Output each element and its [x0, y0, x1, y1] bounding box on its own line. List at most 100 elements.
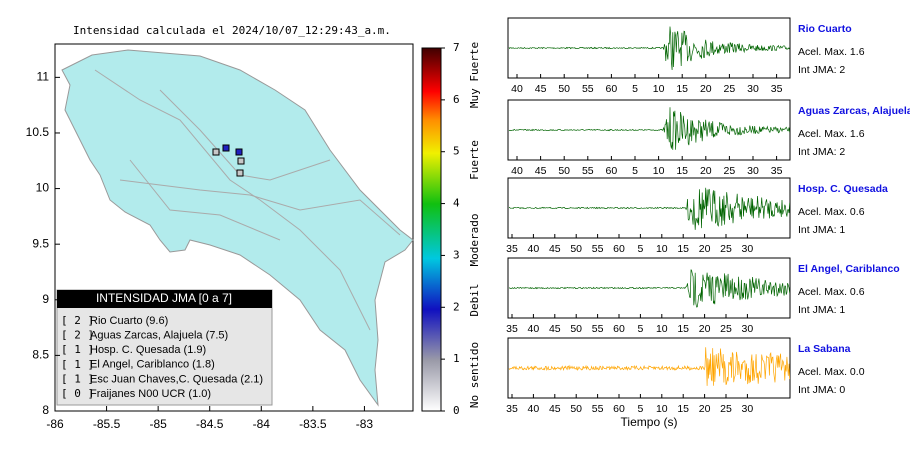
- colorbar-tick-label: 4: [453, 197, 460, 210]
- time-tick-label: 35: [506, 403, 518, 415]
- station-markers: [212, 144, 245, 177]
- y-tick-label: 8: [42, 403, 49, 417]
- intensity-level-label: Fuerte: [468, 140, 481, 180]
- max-acceleration: Acel. Max. 1.6: [798, 46, 865, 58]
- x-axis-label: Tiempo (s): [621, 415, 678, 429]
- time-tick-label: 45: [535, 83, 547, 95]
- colorbar-tick-label: 0: [453, 404, 460, 417]
- time-tick-label: 25: [720, 323, 732, 335]
- colorbar-tick-label: 1: [453, 352, 460, 365]
- x-tick-label: -85: [149, 417, 167, 431]
- y-tick-label: 8.5: [32, 348, 49, 362]
- time-tick-label: 10: [653, 165, 665, 177]
- time-tick-label: 35: [771, 165, 783, 177]
- max-acceleration: Acel. Max. 0.0: [798, 366, 865, 378]
- colorbar-tick-label: 5: [453, 145, 460, 158]
- time-tick-label: 10: [656, 243, 668, 255]
- time-tick-label: 35: [771, 83, 783, 95]
- time-tick-label: 5: [637, 243, 643, 255]
- time-tick-label: 60: [613, 243, 625, 255]
- time-tick-label: 50: [570, 243, 582, 255]
- time-tick-label: 20: [700, 83, 712, 95]
- station-name: La Sabana: [798, 343, 851, 355]
- y-tick-label: 9: [42, 292, 49, 306]
- time-tick-label: 15: [676, 83, 688, 95]
- station-name: Aguas Zarcas, Alajuela: [798, 105, 910, 117]
- time-tick-label: 55: [582, 165, 594, 177]
- time-tick-label: 35: [506, 323, 518, 335]
- time-tick-label: 15: [677, 243, 689, 255]
- time-tick-label: 20: [699, 323, 711, 335]
- time-tick-label: 55: [592, 403, 604, 415]
- time-tick-label: 20: [700, 165, 712, 177]
- time-tick-label: 15: [677, 323, 689, 335]
- waveform: [508, 107, 791, 150]
- time-tick-label: 20: [699, 243, 711, 255]
- time-tick-label: 60: [606, 83, 618, 95]
- x-tick-label: -83: [356, 417, 374, 431]
- legend-title-bar: [57, 290, 272, 308]
- time-tick-label: 25: [724, 83, 736, 95]
- legend-box: [56, 289, 273, 406]
- time-tick-label: 30: [742, 323, 754, 335]
- jma-intensity: Int JMA: 0: [798, 384, 845, 396]
- time-tick-label: 50: [558, 83, 570, 95]
- y-tick-label: 11: [37, 70, 50, 84]
- colorbar-tick-label: 3: [453, 248, 460, 261]
- x-tick-label: -84.5: [196, 417, 224, 431]
- time-tick-label: 40: [528, 323, 540, 335]
- jma-intensity: Int JMA: 2: [798, 64, 845, 76]
- max-acceleration: Acel. Max. 0.6: [798, 286, 865, 298]
- time-tick-label: 45: [549, 323, 561, 335]
- legend-station: El Angel, Cariblanco (1.8): [90, 359, 215, 371]
- intensity-level-label: No sentido: [468, 342, 481, 408]
- jma-intensity: Int JMA: 1: [798, 224, 845, 236]
- legend-station: Aguas Zarcas, Alajuela (7.5): [90, 330, 228, 342]
- time-tick-label: 30: [747, 83, 759, 95]
- time-tick-label: 25: [720, 403, 732, 415]
- y-tick-label: 10: [36, 181, 50, 195]
- time-tick-label: 10: [653, 83, 665, 95]
- time-tick-label: 15: [677, 403, 689, 415]
- time-tick-label: 5: [632, 165, 638, 177]
- time-tick-label: 60: [613, 403, 625, 415]
- waveform: [508, 269, 791, 308]
- time-tick-label: 5: [632, 83, 638, 95]
- intensity-level-label: Muy Fuerte: [468, 42, 481, 108]
- time-tick-label: 20: [699, 403, 711, 415]
- time-tick-label: 40: [528, 403, 540, 415]
- legend-intensity: [ 1 ]: [61, 343, 94, 356]
- time-tick-label: 10: [656, 323, 668, 335]
- legend-title: INTENSIDAD JMA [0 a 7]: [96, 291, 232, 305]
- max-acceleration: Acel. Max. 1.6: [798, 128, 865, 140]
- x-tick-label: -84: [253, 417, 271, 431]
- waveform: [509, 187, 791, 230]
- jma-intensity: Int JMA: 2: [798, 146, 845, 158]
- time-tick-label: 10: [656, 403, 668, 415]
- time-tick-label: 55: [592, 323, 604, 335]
- legend-station: Hosp. C. Quesada (1.9): [90, 344, 206, 356]
- time-tick-label: 30: [747, 165, 759, 177]
- legend-intensity: [ 0 ]: [61, 387, 94, 400]
- time-tick-label: 30: [742, 403, 754, 415]
- time-tick-label: 60: [606, 165, 618, 177]
- station-name: Rio Cuarto: [798, 23, 852, 35]
- legend-intensity: [ 2 ]: [61, 314, 94, 327]
- time-tick-label: 60: [613, 323, 625, 335]
- time-tick-label: 45: [535, 165, 547, 177]
- legend-station: Fraijanes N00 UCR (1.0): [90, 388, 211, 400]
- x-tick-label: -86: [46, 417, 64, 431]
- legend-station: Rio Cuarto (9.6): [90, 315, 168, 327]
- colorbar-tick-label: 7: [453, 41, 460, 54]
- time-tick-label: 25: [720, 243, 732, 255]
- legend-station: Esc Juan Chaves,C. Quesada (2.1): [90, 373, 263, 385]
- time-tick-label: 55: [592, 243, 604, 255]
- time-tick-label: 40: [511, 83, 523, 95]
- time-tick-label: 40: [528, 243, 540, 255]
- y-tick-label: 10.5: [26, 125, 50, 139]
- intensity-level-label: Debil: [468, 283, 481, 316]
- time-tick-label: 50: [570, 403, 582, 415]
- time-tick-label: 25: [724, 165, 736, 177]
- max-acceleration: Acel. Max. 0.6: [798, 206, 865, 218]
